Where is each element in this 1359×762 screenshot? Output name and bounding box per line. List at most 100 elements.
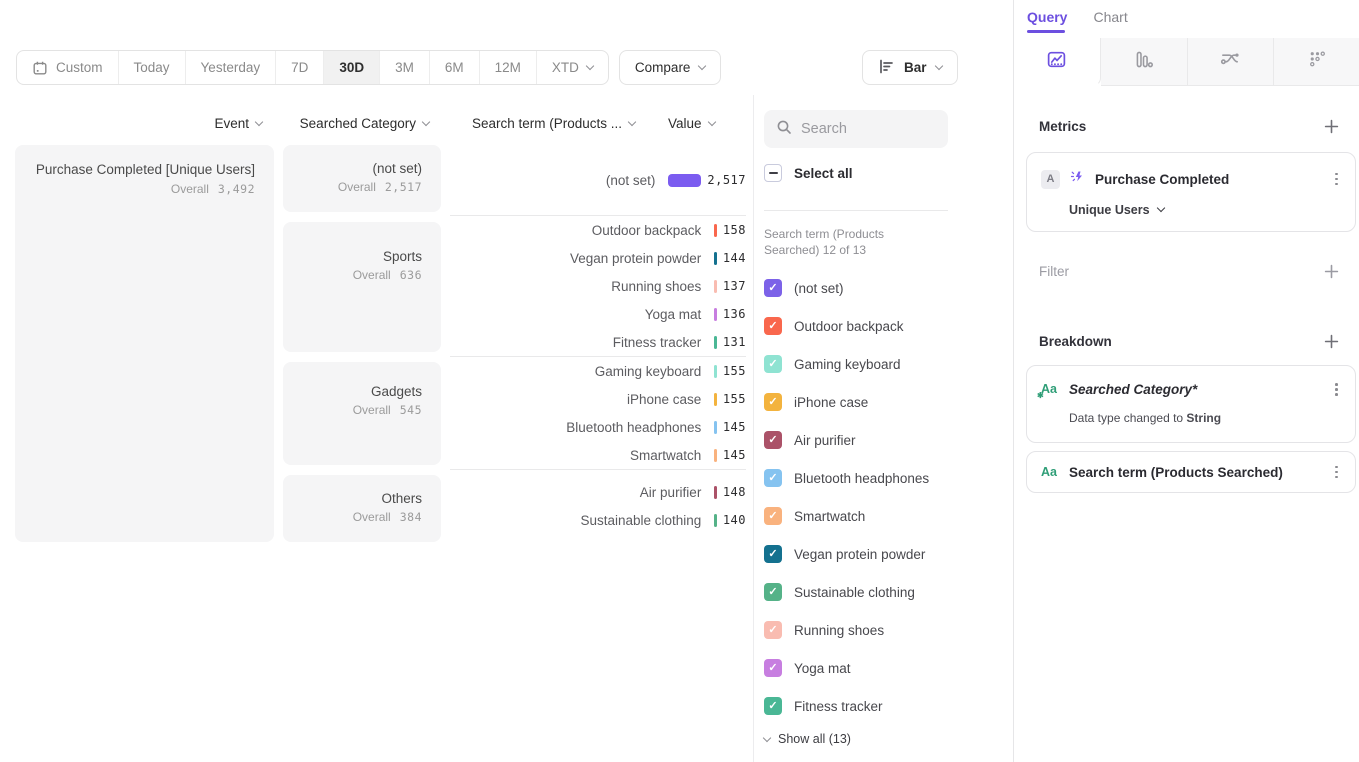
show-all-toggle[interactable]: Show all (13)	[762, 732, 851, 746]
breakdown-card-searched-category[interactable]: Aa ✱ Searched Category* Data type changed…	[1026, 365, 1356, 443]
tab-flows[interactable]	[1187, 38, 1275, 86]
checked-checkbox[interactable]: ✓	[764, 507, 782, 525]
checked-checkbox[interactable]: ✓	[764, 621, 782, 639]
legend-item-smartwatch[interactable]: ✓ Smartwatch	[764, 497, 1004, 535]
value-bar	[714, 279, 717, 293]
value-bar	[714, 335, 717, 349]
column-header-value[interactable]: Value	[668, 116, 728, 131]
legend-item-outdoor-backpack[interactable]: ✓ Outdoor backpack	[764, 307, 1004, 345]
category-cell[interactable]: Sports Overall 636	[283, 222, 441, 352]
term-label: iPhone case	[627, 391, 702, 407]
legend-item-vegan-protein-powder[interactable]: ✓ Vegan protein powder	[764, 535, 1004, 573]
legend-item-running-shoes[interactable]: ✓ Running shoes	[764, 611, 1004, 649]
metric-card[interactable]: A Purchase Completed Unique Users	[1026, 152, 1356, 232]
add-filter-button[interactable]	[1324, 264, 1340, 280]
date-range-option-yesterday[interactable]: Yesterday	[186, 51, 277, 84]
term-label: Sustainable clothing	[580, 512, 702, 528]
event-cell[interactable]: Purchase Completed [Unique Users] Overal…	[15, 145, 274, 542]
term-row[interactable]: Vegan protein powder 144	[450, 244, 746, 272]
term-value: 145	[722, 448, 746, 462]
query-panel: Query Chart	[1013, 0, 1359, 762]
date-range-option-xtd[interactable]: XTD	[537, 51, 608, 84]
horizontal-bar-chart-icon	[878, 58, 895, 78]
metric-name: Purchase Completed	[1095, 171, 1230, 187]
term-value: 131	[722, 335, 746, 349]
legend-item-sustainable-clothing[interactable]: ✓ Sustainable clothing	[764, 573, 1004, 611]
checked-checkbox[interactable]: ✓	[764, 545, 782, 563]
date-range-option-12m[interactable]: 12M	[480, 51, 537, 84]
term-row[interactable]: (not set) 2,517	[450, 166, 746, 194]
metric-aggregation-dropdown[interactable]: Unique Users	[1069, 203, 1341, 217]
term-row[interactable]: Bluetooth headphones 145	[450, 413, 746, 441]
breakdown-menu-kebab[interactable]	[1332, 380, 1341, 399]
checked-checkbox[interactable]: ✓	[764, 279, 782, 297]
date-range-option-today[interactable]: Today	[119, 51, 186, 84]
checked-checkbox[interactable]: ✓	[764, 697, 782, 715]
chart-type-dropdown[interactable]: Bar	[862, 50, 958, 85]
checked-checkbox[interactable]: ✓	[764, 659, 782, 677]
date-range-option-6m[interactable]: 6M	[430, 51, 480, 84]
tab-retention[interactable]	[1274, 38, 1359, 86]
legend-item-fitness-tracker[interactable]: ✓ Fitness tracker	[764, 687, 1004, 725]
term-row[interactable]: iPhone case 155	[450, 385, 746, 413]
term-row[interactable]: Outdoor backpack 158	[450, 216, 746, 244]
column-header-searched-category[interactable]: Searched Category	[283, 116, 431, 131]
metric-letter-badge: A	[1041, 169, 1060, 189]
term-row[interactable]: Fitness tracker 131	[450, 328, 746, 356]
date-range-segmented-control: Custom Today	[16, 50, 609, 85]
checked-checkbox[interactable]: ✓	[764, 355, 782, 373]
date-range-option-custom[interactable]: Custom	[17, 51, 119, 84]
category-name: Sports	[382, 249, 422, 264]
date-range-option-30d[interactable]: 30D	[324, 51, 381, 84]
column-header-event[interactable]: Event	[15, 116, 264, 131]
checked-checkbox[interactable]: ✓	[764, 469, 782, 487]
metric-menu-kebab[interactable]	[1332, 170, 1341, 189]
compare-button[interactable]: Compare	[618, 50, 722, 85]
value-bar	[714, 307, 717, 321]
term-row[interactable]: Air purifier 148	[450, 478, 746, 506]
legend-item-label: (not set)	[794, 280, 844, 296]
date-range-option-7d[interactable]: 7D	[276, 51, 325, 84]
category-cell[interactable]: Gadgets Overall 545	[283, 362, 441, 465]
legend-item-air-purifier[interactable]: ✓ Air purifier	[764, 421, 1004, 459]
tab-chart[interactable]: Chart	[1093, 9, 1128, 25]
tab-funnels[interactable]	[1100, 38, 1188, 86]
tab-insights[interactable]	[1014, 38, 1101, 86]
legend-item-gaming-keyboard[interactable]: ✓ Gaming keyboard	[764, 345, 1004, 383]
add-metric-button[interactable]	[1324, 119, 1340, 135]
select-all-toggle[interactable]: Select all	[764, 164, 853, 182]
legend-item-yoga-mat[interactable]: ✓ Yoga mat	[764, 649, 1004, 687]
event-name: Purchase Completed [Unique Users]	[35, 162, 255, 177]
date-range-label: XTD	[551, 60, 579, 75]
legend-item-label: Yoga mat	[794, 660, 851, 676]
category-cell[interactable]: (not set) Overall 2,517	[283, 145, 441, 212]
tab-query[interactable]: Query	[1027, 9, 1068, 25]
breakdown-menu-kebab[interactable]	[1332, 463, 1341, 482]
add-breakdown-button[interactable]	[1324, 334, 1340, 350]
legend-item-iphone-case[interactable]: ✓ iPhone case	[764, 383, 1004, 421]
legend-item-label: Smartwatch	[794, 508, 866, 524]
term-row[interactable]: Running shoes 137	[450, 272, 746, 300]
checked-checkbox[interactable]: ✓	[764, 431, 782, 449]
term-row[interactable]: Yoga mat 136	[450, 300, 746, 328]
show-all-label: Show all (13)	[778, 732, 851, 746]
category-cell[interactable]: Others Overall 384	[283, 475, 441, 542]
chevron-down-icon	[934, 61, 943, 70]
legend-item-not-set[interactable]: ✓ (not set)	[764, 269, 1004, 307]
checked-checkbox[interactable]: ✓	[764, 583, 782, 601]
term-row[interactable]: Gaming keyboard 155	[450, 357, 746, 385]
checked-checkbox[interactable]: ✓	[764, 393, 782, 411]
term-value: 148	[722, 485, 746, 499]
date-range-option-3m[interactable]: 3M	[380, 51, 430, 84]
indeterminate-checkbox[interactable]	[764, 164, 782, 182]
search-input[interactable]	[801, 121, 936, 137]
term-group: Gaming keyboard 155 iPhone case 155 Bluetoot…	[450, 357, 746, 470]
term-row[interactable]: Smartwatch 145	[450, 441, 746, 469]
breakdown-card-search-term[interactable]: Aa Search term (Products Searched)	[1026, 451, 1356, 493]
column-header-search-term[interactable]: Search term (Products ...	[450, 116, 637, 131]
legend-search	[764, 110, 948, 148]
checked-checkbox[interactable]: ✓	[764, 317, 782, 335]
legend-item-bluetooth-headphones[interactable]: ✓ Bluetooth headphones	[764, 459, 1004, 497]
divider	[764, 210, 948, 211]
term-row[interactable]: Sustainable clothing 140	[450, 506, 746, 534]
